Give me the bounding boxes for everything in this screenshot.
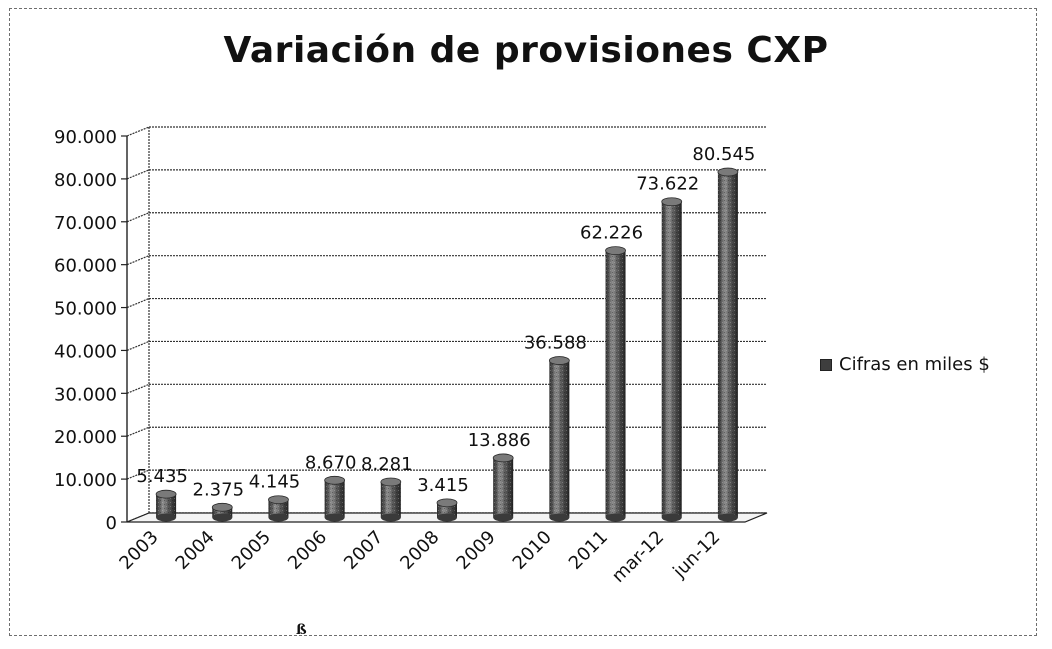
legend-label: Cifras en miles $ bbox=[839, 354, 990, 375]
bar-cap bbox=[380, 477, 402, 487]
data-label: 36.588 bbox=[524, 333, 587, 354]
gridline-depth bbox=[126, 298, 150, 309]
bar-base bbox=[268, 513, 289, 522]
bar-base bbox=[717, 513, 738, 522]
bars-layer bbox=[155, 167, 739, 522]
bar-cap bbox=[492, 453, 514, 463]
data-label: 13.886 bbox=[468, 430, 531, 451]
bar-cap bbox=[548, 356, 570, 365]
x-tick-label: 2011 bbox=[565, 527, 612, 574]
y-tick-label: 90.000 bbox=[54, 127, 117, 148]
bar-cap bbox=[211, 502, 233, 512]
bar-cap bbox=[155, 489, 177, 499]
x-tick-label: 2007 bbox=[340, 527, 387, 574]
bar-cap bbox=[268, 495, 289, 505]
y-tick-label: 80.000 bbox=[54, 170, 117, 191]
y-tick-label: 50.000 bbox=[54, 299, 117, 320]
stray-mark: ß bbox=[296, 622, 307, 638]
gridline-depth bbox=[126, 169, 150, 180]
data-label: 73.622 bbox=[636, 174, 699, 195]
gridline-depth bbox=[126, 126, 150, 137]
gridline-depth bbox=[126, 426, 150, 437]
gridline-depth bbox=[126, 383, 150, 394]
bar-texture bbox=[324, 480, 345, 518]
data-label: 5.435 bbox=[136, 466, 188, 487]
x-tick-label: 2004 bbox=[172, 527, 219, 574]
bar bbox=[211, 502, 233, 522]
bar bbox=[717, 167, 739, 522]
bar bbox=[155, 489, 177, 522]
bar bbox=[661, 197, 683, 522]
bar-texture bbox=[268, 499, 289, 518]
bar-base bbox=[661, 513, 682, 522]
chart-title: Variación de provisiones CXP bbox=[223, 30, 829, 71]
y-tick-label: 40.000 bbox=[54, 341, 117, 362]
bar-texture bbox=[717, 172, 738, 518]
bar-texture bbox=[661, 201, 682, 518]
bar-texture bbox=[549, 360, 570, 518]
bar-texture bbox=[380, 481, 401, 518]
y-tick-label: 10.000 bbox=[54, 470, 117, 491]
bar bbox=[492, 453, 514, 522]
x-tick-label: 2009 bbox=[452, 527, 499, 574]
bar bbox=[605, 246, 626, 522]
x-tick-label: mar-12 bbox=[608, 527, 668, 587]
bar-base bbox=[549, 513, 570, 522]
data-label: 8.670 bbox=[305, 452, 357, 473]
bar-cap bbox=[605, 246, 626, 256]
bar bbox=[436, 498, 458, 522]
data-label: 3.415 bbox=[417, 475, 469, 496]
bar-base bbox=[493, 513, 514, 522]
gridline-depth bbox=[126, 340, 150, 351]
x-tick-label: 2005 bbox=[228, 527, 275, 574]
legend: Cifras en miles $ bbox=[820, 354, 990, 375]
bar-base bbox=[437, 513, 457, 522]
x-tick-label: 2008 bbox=[396, 527, 443, 574]
gridline-depth bbox=[126, 255, 150, 266]
gridline-depth bbox=[126, 469, 150, 480]
legend-swatch bbox=[820, 358, 832, 371]
x-tick-label: 2010 bbox=[509, 527, 556, 574]
bar-texture bbox=[156, 494, 177, 518]
y-tick-label: 0 bbox=[106, 513, 117, 534]
bar-base bbox=[605, 513, 626, 522]
x-tick-label: 2003 bbox=[115, 527, 162, 574]
bar-base bbox=[212, 513, 233, 522]
bar bbox=[324, 475, 346, 522]
data-label: 80.545 bbox=[692, 144, 755, 165]
chart-frame bbox=[9, 8, 1037, 636]
data-label: 2.375 bbox=[193, 479, 245, 500]
bar-texture bbox=[212, 507, 233, 518]
bar-texture bbox=[493, 457, 514, 518]
bar bbox=[548, 356, 570, 522]
bar-base bbox=[380, 513, 401, 522]
bar bbox=[380, 477, 402, 522]
bar-cap bbox=[436, 498, 458, 508]
data-label: 4.145 bbox=[249, 472, 301, 493]
y-tick-label: 60.000 bbox=[54, 256, 117, 277]
bar-base bbox=[324, 513, 345, 522]
data-label: 8.281 bbox=[361, 454, 413, 475]
x-tick-label: 2006 bbox=[284, 527, 331, 574]
bar bbox=[268, 495, 289, 522]
gridline-depth bbox=[126, 212, 150, 223]
x-tick-label: jun-12 bbox=[668, 527, 724, 583]
y-tick-label: 20.000 bbox=[54, 427, 117, 448]
y-tick-label: 30.000 bbox=[54, 384, 117, 405]
bar-base bbox=[156, 513, 177, 522]
bar-cap bbox=[661, 197, 683, 207]
bar-cap bbox=[324, 475, 346, 485]
bar-texture bbox=[605, 250, 626, 518]
bar-cap bbox=[717, 167, 739, 177]
data-label: 62.226 bbox=[580, 223, 643, 244]
y-tick-label: 70.000 bbox=[54, 213, 117, 234]
